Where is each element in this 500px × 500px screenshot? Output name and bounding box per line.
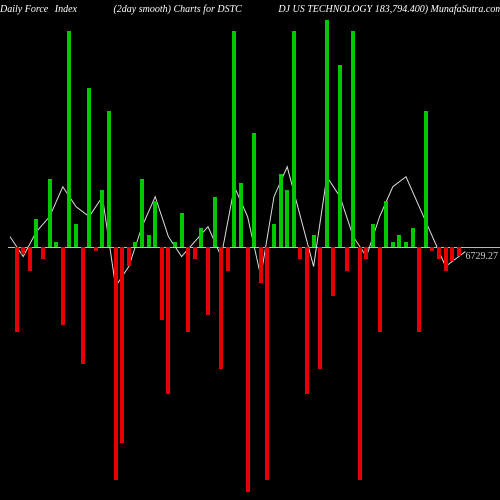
down-bar: [206, 247, 210, 316]
down-bar: [331, 247, 335, 296]
up-bar: [252, 133, 256, 246]
down-bar: [114, 247, 118, 480]
up-bar: [312, 235, 316, 246]
down-bar: [305, 247, 309, 394]
up-bar: [279, 174, 283, 246]
down-bar: [345, 247, 349, 272]
down-bar: [166, 247, 170, 394]
down-bar: [364, 247, 368, 259]
force-index-chart: 6729.27: [8, 20, 470, 492]
down-bar: [61, 247, 65, 326]
up-bar: [140, 179, 144, 247]
down-bar: [444, 247, 448, 272]
down-bar: [193, 247, 197, 259]
up-bar: [147, 235, 151, 246]
down-bar: [94, 247, 98, 252]
down-bar: [259, 247, 263, 284]
smoothing-polyline: [10, 167, 465, 287]
down-bar: [450, 247, 454, 262]
down-bar: [120, 247, 124, 443]
up-bar: [232, 31, 236, 246]
up-bar: [338, 65, 342, 246]
up-bar: [411, 228, 415, 246]
up-bar: [180, 213, 184, 247]
up-bar: [199, 228, 203, 246]
up-bar: [213, 197, 217, 247]
up-bar: [173, 242, 177, 247]
up-bar: [54, 242, 58, 247]
up-bar: [107, 111, 111, 247]
up-bar: [87, 88, 91, 247]
up-bar: [153, 201, 157, 246]
up-bar: [285, 190, 289, 247]
down-bar: [457, 247, 461, 257]
header-mid: (2day smooth) Charts for DSTC: [113, 4, 241, 15]
down-bar: [298, 247, 302, 259]
down-bar: [318, 247, 322, 370]
down-bar: [186, 247, 190, 333]
header-right: DJ US TECHNOLOGY 183,794.400) MunafaSutr…: [278, 4, 500, 15]
down-bar: [437, 247, 441, 259]
up-bar: [292, 31, 296, 246]
down-bar: [127, 247, 131, 267]
down-bar: [81, 247, 85, 365]
up-bar: [34, 219, 38, 246]
up-bar: [384, 201, 388, 246]
up-bar: [325, 20, 329, 247]
header-index: Index: [55, 4, 77, 15]
up-bar: [404, 242, 408, 247]
header-left: Daily Force: [0, 4, 48, 15]
down-bar: [358, 247, 362, 480]
up-bar: [351, 31, 355, 246]
down-bar: [15, 247, 19, 333]
down-bar: [378, 247, 382, 333]
up-bar: [74, 224, 78, 247]
down-bar: [160, 247, 164, 321]
up-bar: [67, 31, 71, 246]
price-axis-label: 6729.27: [466, 251, 499, 262]
up-bar: [133, 242, 137, 247]
up-bar: [100, 190, 104, 247]
up-bar: [424, 111, 428, 247]
up-bar: [391, 242, 395, 247]
up-bar: [397, 235, 401, 246]
down-bar: [246, 247, 250, 492]
down-bar: [265, 247, 269, 480]
down-bar: [21, 247, 25, 254]
down-bar: [430, 247, 434, 252]
down-bar: [41, 247, 45, 259]
up-bar: [239, 183, 243, 246]
up-bar: [48, 179, 52, 247]
up-bar: [272, 224, 276, 247]
down-bar: [226, 247, 230, 272]
chart-header: Daily Force Index (2day smooth) Charts f…: [0, 4, 500, 15]
smoothing-line: [8, 20, 470, 492]
down-bar: [28, 247, 32, 272]
up-bar: [371, 224, 375, 247]
down-bar: [417, 247, 421, 333]
down-bar: [219, 247, 223, 370]
